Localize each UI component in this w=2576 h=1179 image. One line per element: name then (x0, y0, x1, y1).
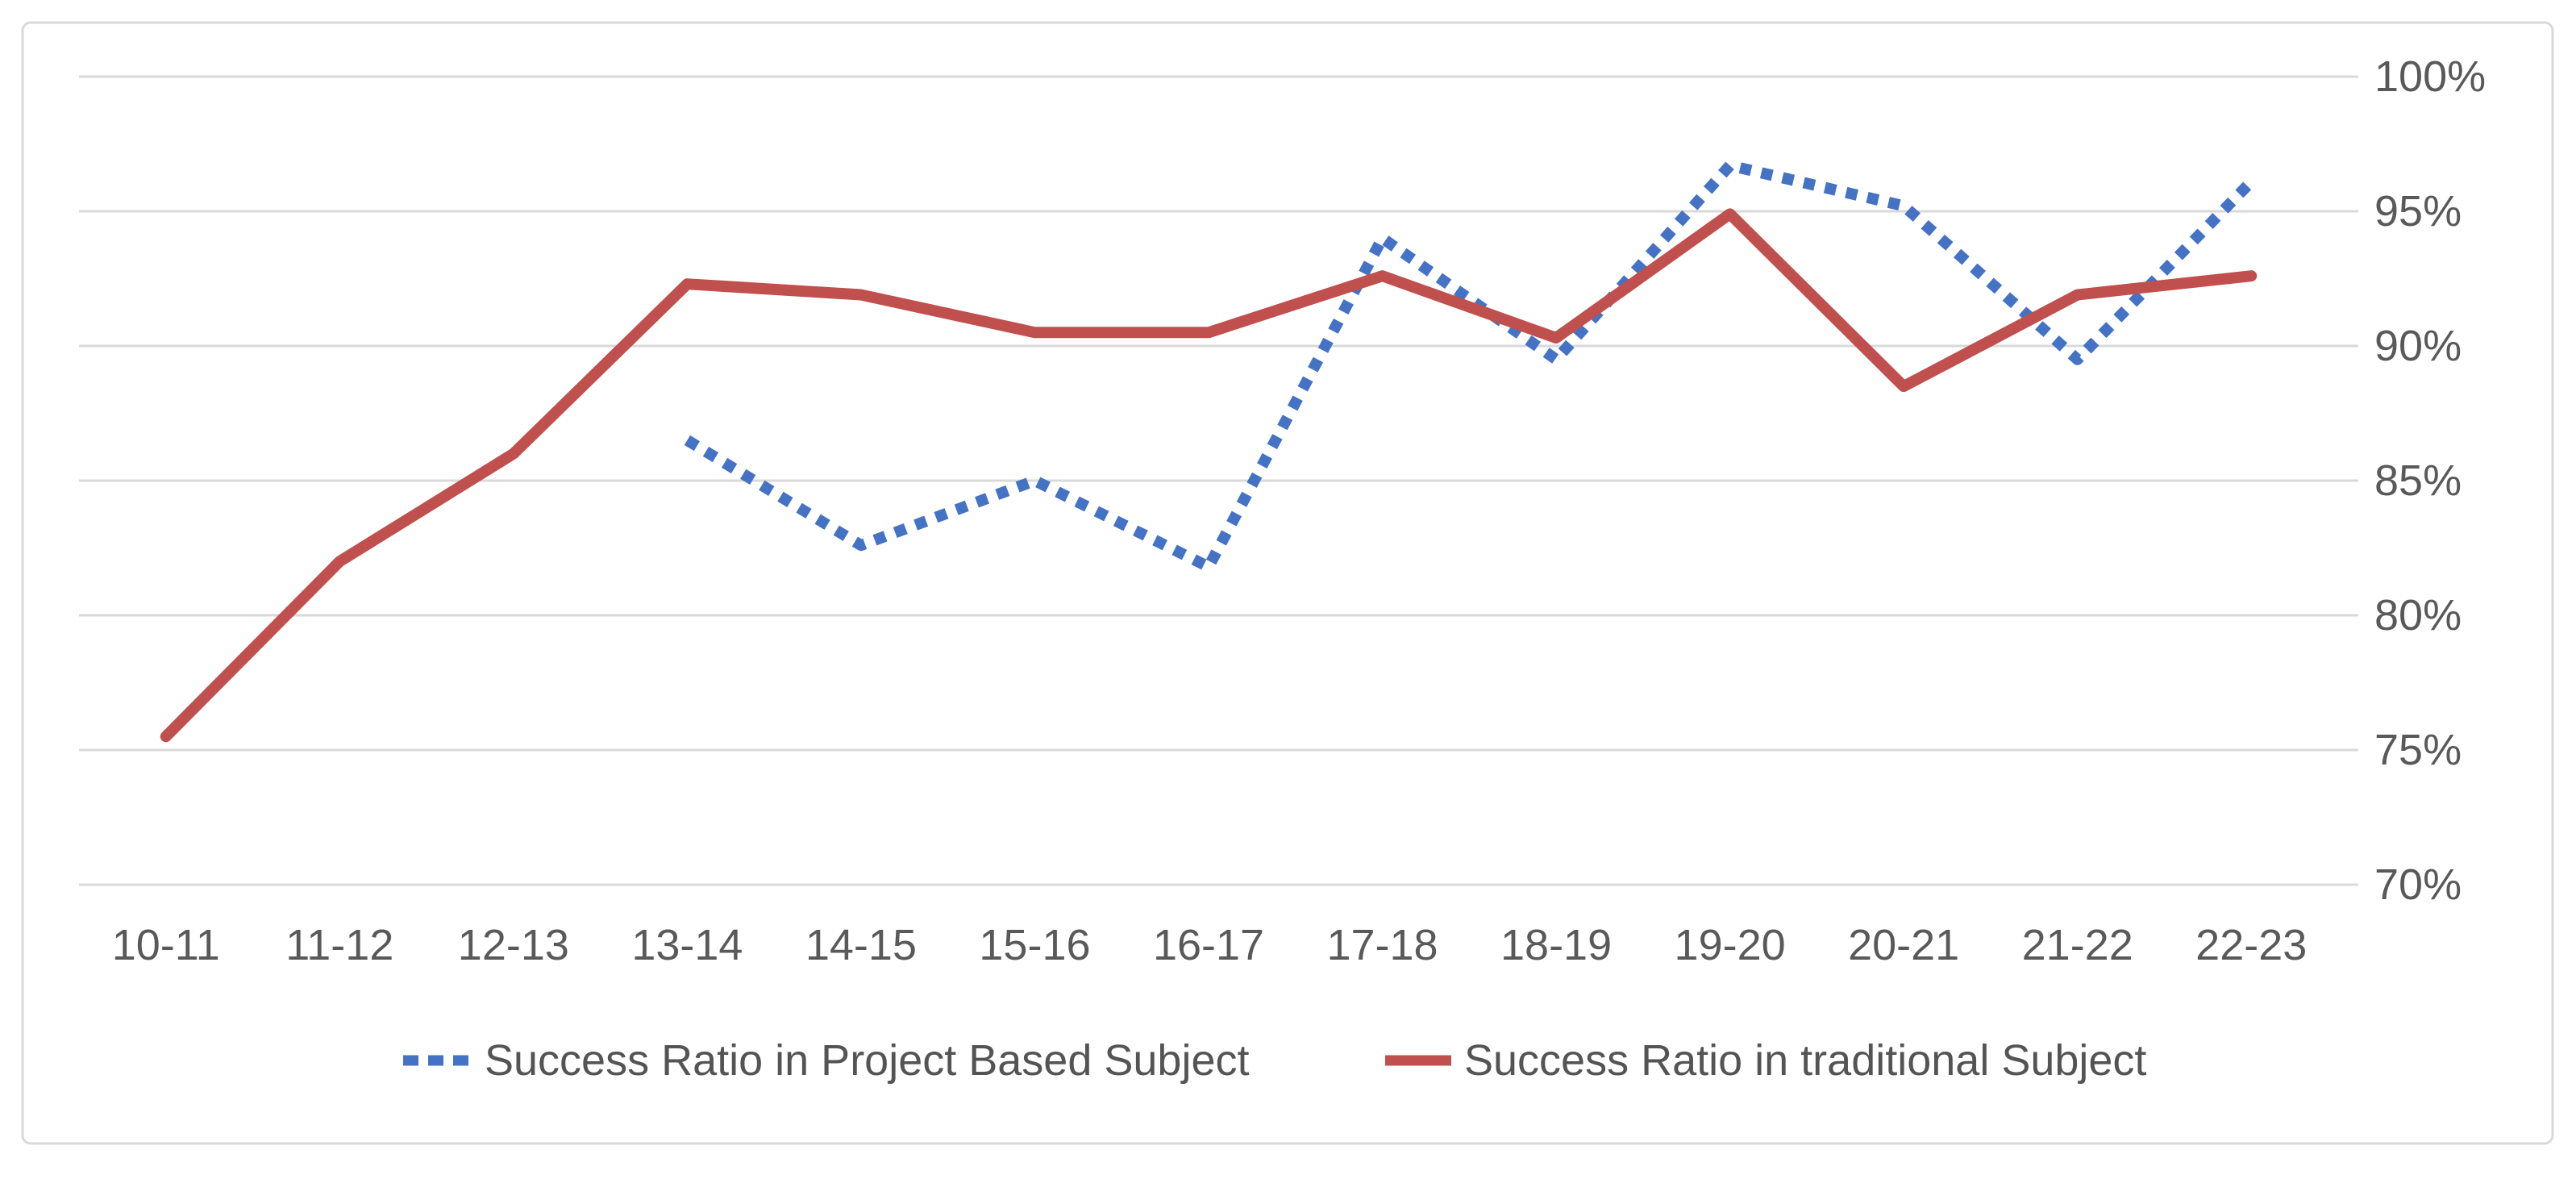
x-axis-category-label-19-20: 19-20 (1675, 921, 1786, 969)
x-axis-category-label-12-13: 12-13 (458, 921, 569, 969)
x-axis-category-label-18-19: 18-19 (1500, 921, 1612, 969)
y-axis-tick-label-95%: 95% (2374, 187, 2462, 235)
x-axis-category-label-15-16: 15-16 (979, 921, 1090, 969)
x-axis-category-label-20-21: 20-21 (1848, 921, 1959, 969)
x-axis-category-label-14-15: 14-15 (805, 921, 917, 969)
y-axis-tick-label-90%: 90% (2374, 322, 2462, 370)
x-axis-category-label-21-22: 21-22 (2022, 921, 2133, 969)
x-axis-category-label-13-14: 13-14 (631, 921, 743, 969)
y-axis-labels-group: 100% 95% 90% 85% 80% 75% 70% (2374, 52, 2486, 909)
x-axis-category-label-17-18: 17-18 (1326, 921, 1438, 969)
x-axis-category-label-16-17: 16-17 (1153, 921, 1264, 969)
series-project-based-line (684, 160, 2256, 573)
x-axis-category-label-10-11: 10-11 (112, 921, 220, 969)
y-axis-tick-label-75%: 75% (2374, 726, 2462, 774)
legend-label-project-based: Success Ratio in Project Based Subject (485, 1036, 1249, 1085)
legend-label-traditional: Success Ratio in traditional Subject (1464, 1036, 2146, 1085)
y-axis-tick-label-85%: 85% (2374, 456, 2462, 505)
series-group (160, 160, 2258, 743)
y-axis-tick-label-80%: 80% (2374, 591, 2462, 639)
x-axis-labels-group: 10-11 11-12 12-13 13-14 14-15 15-16 16-17 17-18… (112, 921, 2308, 969)
y-axis-tick-label-100%: 100% (2374, 52, 2486, 101)
y-axis-tick-label-70%: 70% (2374, 860, 2462, 909)
x-axis-category-label-11-12: 11-12 (285, 921, 393, 969)
series-traditional-line (160, 208, 2258, 743)
gridlines-group (79, 75, 2358, 886)
x-axis-category-label-22-23: 22-23 (2195, 921, 2307, 969)
legend: Success Ratio in Project Based Subject S… (403, 1036, 2146, 1085)
chart-frame (21, 21, 2554, 1145)
